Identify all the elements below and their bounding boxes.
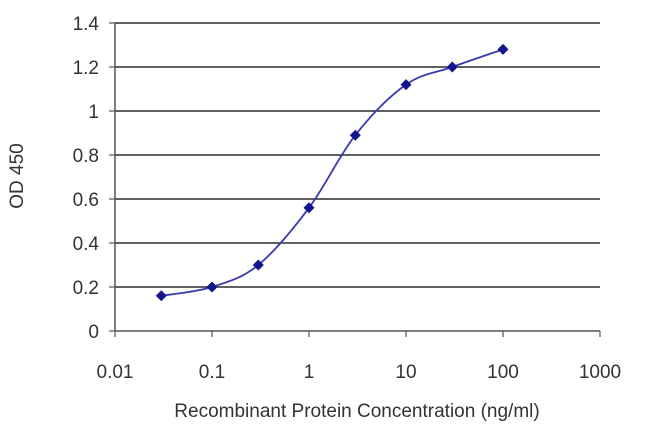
x-axis-title: Recombinant Protein Concentration (ng/ml… bbox=[174, 401, 539, 422]
data-point-0-6 bbox=[446, 61, 458, 73]
data-series bbox=[155, 43, 509, 302]
data-point-0-4 bbox=[349, 129, 361, 141]
axis-titles: Recombinant Protein Concentration (ng/ml… bbox=[7, 143, 540, 422]
data-point-0-0 bbox=[155, 290, 167, 302]
y-tick-label-2: 0.4 bbox=[73, 234, 100, 255]
tick-labels: 0 0.2 0.4 0.6 0.8 1 1.2 1.4 0.01 0.1 1 10 100 1000 bbox=[73, 14, 622, 383]
data-point-0-3 bbox=[303, 202, 315, 214]
y-tick-label-7: 1.4 bbox=[73, 14, 100, 35]
x-tick-label-5: 1000 bbox=[579, 362, 621, 383]
y-tick-label-3: 0.6 bbox=[73, 190, 99, 211]
y-axis-title: OD 450 bbox=[7, 143, 28, 208]
gridlines bbox=[115, 22, 600, 288]
y-tick-label-0: 0 bbox=[88, 322, 99, 343]
y-tick-label-5: 1 bbox=[88, 102, 99, 123]
series-line-0 bbox=[161, 48, 504, 297]
x-tick-label-3: 10 bbox=[395, 362, 416, 383]
axes bbox=[109, 22, 601, 337]
x-tick-label-1: 0.1 bbox=[199, 362, 225, 383]
y-tick-label-1: 0.2 bbox=[73, 278, 99, 299]
data-point-0-1 bbox=[206, 281, 218, 293]
data-point-0-5 bbox=[400, 79, 412, 91]
x-tick-label-2: 1 bbox=[304, 362, 315, 383]
x-tick-label-0: 0.01 bbox=[97, 362, 134, 383]
data-point-0-7 bbox=[497, 43, 509, 55]
x-tick-label-4: 100 bbox=[487, 362, 519, 383]
y-tick-label-4: 0.8 bbox=[73, 146, 99, 167]
data-point-0-2 bbox=[252, 259, 264, 271]
y-tick-label-6: 1.2 bbox=[73, 58, 99, 79]
